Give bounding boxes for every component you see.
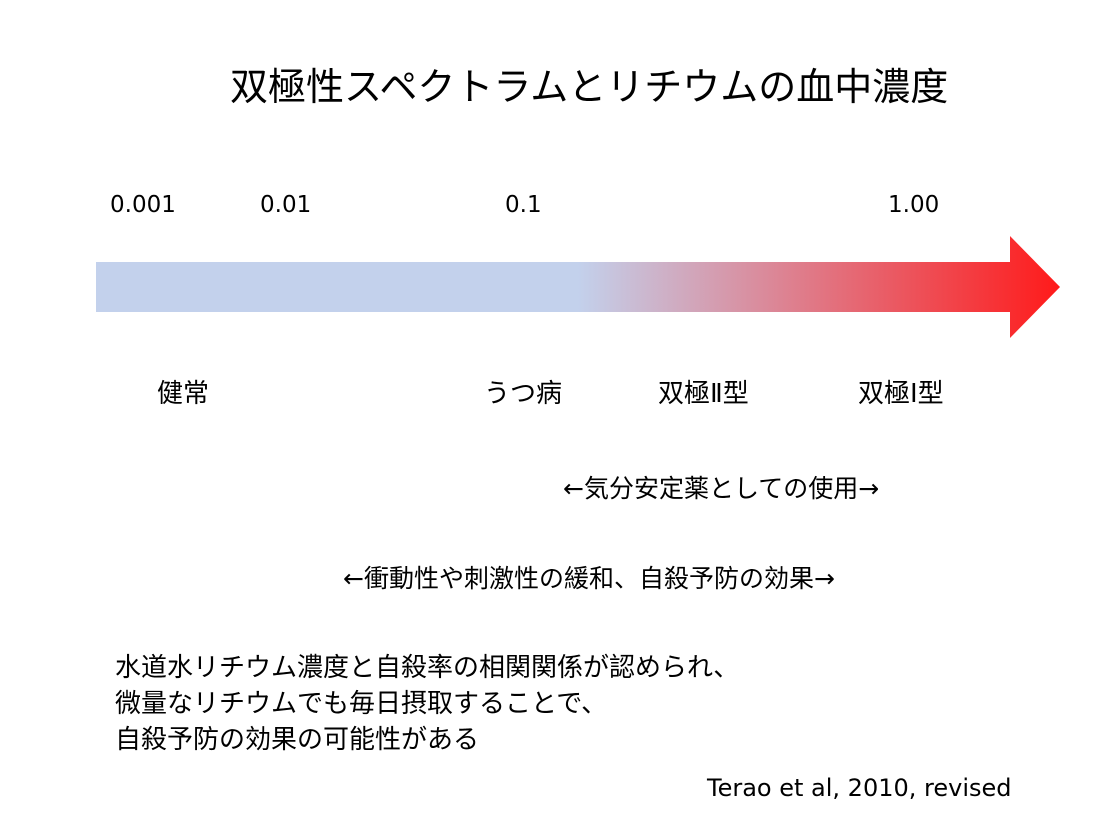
state-label-bipolar-ii: 双極Ⅱ型 <box>658 379 749 409</box>
scale-tick-001: 0.01 <box>260 192 312 218</box>
gradient-arrow-shape <box>96 236 1060 338</box>
state-label-healthy: 健常 <box>157 379 210 409</box>
citation: Terao et al, 2010, revised <box>707 774 1012 802</box>
note-line: 自殺予防の効果の可能性がある <box>115 725 480 755</box>
note-text-block: 水道水リチウム濃度と自殺率の相関関係が認められ、 微量なリチウムでも毎日摂取する… <box>115 650 739 758</box>
state-label-bipolar-i: 双極Ⅰ型 <box>858 379 944 409</box>
page-title: 双極性スペクトラムとリチウムの血中濃度 <box>230 65 949 109</box>
concentration-gradient-arrow <box>96 236 1060 338</box>
scale-tick-100: 1.00 <box>888 192 940 218</box>
scale-tick-01: 0.1 <box>505 192 542 218</box>
gradient-arrow-graphic <box>96 236 1060 338</box>
scale-tick-0001: 0.001 <box>110 192 176 218</box>
note-line: 水道水リチウム濃度と自殺率の相関関係が認められ、 <box>115 653 740 683</box>
note-line: 微量なリチウムでも毎日摂取することで、 <box>115 689 608 719</box>
range-impulsivity-suicide-prevention: ←衝動性や刺激性の緩和、自殺予防の効果→ <box>343 564 835 593</box>
state-label-depression: うつ病 <box>484 379 563 409</box>
range-mood-stabilizer: ←気分安定薬としての使用→ <box>563 474 880 503</box>
